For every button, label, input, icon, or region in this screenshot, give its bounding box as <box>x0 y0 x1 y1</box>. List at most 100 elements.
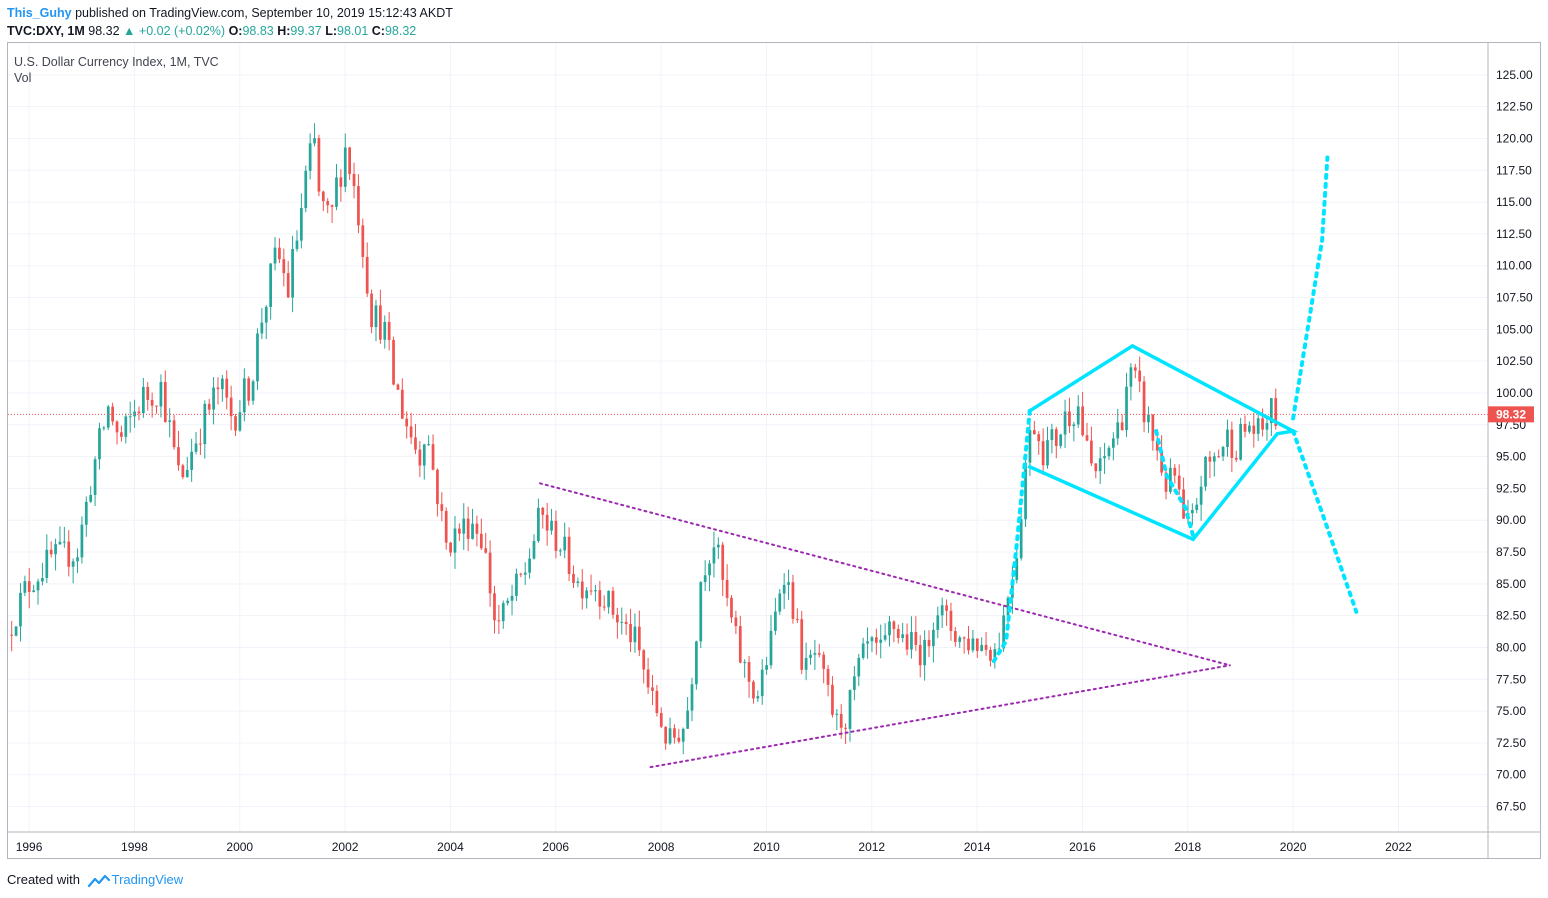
candle-body <box>374 305 378 328</box>
target-down-projection[interactable] <box>1291 429 1359 614</box>
candle-body <box>1243 423 1247 432</box>
candle-body <box>111 406 114 422</box>
candle-body <box>317 138 321 192</box>
candle-body <box>760 669 764 697</box>
candle-body <box>1177 475 1181 490</box>
candle-body <box>602 606 606 608</box>
candle-body <box>879 639 883 643</box>
candle-body <box>41 578 44 582</box>
candle-body <box>989 649 992 661</box>
candle-body <box>716 544 720 548</box>
author-link[interactable]: This_Guhy <box>7 6 72 20</box>
candle-body <box>238 412 242 431</box>
candle-body <box>1032 430 1036 435</box>
candle-body <box>958 637 962 642</box>
candle-body <box>580 581 584 599</box>
candle-body <box>1248 425 1251 432</box>
candle-body <box>335 177 338 207</box>
y-tick-label: 102.50 <box>1496 354 1533 368</box>
candle-body <box>804 657 808 670</box>
candle-body <box>795 618 799 620</box>
candle-body <box>914 632 918 645</box>
candle-body <box>980 644 984 651</box>
candle-body <box>106 406 110 428</box>
candle-body <box>673 728 676 738</box>
candle-body <box>664 726 668 744</box>
x-tick-label: 2016 <box>1069 840 1096 854</box>
x-tick-label: 1996 <box>16 840 43 854</box>
tradingview-brand-link[interactable]: TradingView <box>111 872 184 887</box>
last-price-label: 98.32 <box>1496 407 1526 421</box>
candle-body <box>1151 414 1155 441</box>
candle-body <box>642 650 646 670</box>
y-tick-label: 100.00 <box>1496 386 1533 400</box>
y-tick-label: 112.50 <box>1496 227 1532 241</box>
chart-frame[interactable] <box>7 42 1541 859</box>
candle-body <box>1002 615 1005 649</box>
candle-body <box>405 418 409 427</box>
candle-body <box>23 581 27 593</box>
candle-body <box>93 459 97 495</box>
diamond-inner-dotted[interactable] <box>1154 429 1196 538</box>
candle-body <box>1059 434 1063 446</box>
candle-body <box>1182 489 1185 519</box>
candle-body <box>102 427 106 429</box>
candle-body <box>1212 456 1216 462</box>
candle-body <box>769 630 773 666</box>
candle-body <box>510 595 514 601</box>
candle-body <box>1204 456 1207 487</box>
open-label: O: <box>228 24 243 38</box>
candle-body <box>1063 411 1067 435</box>
symbol-label[interactable]: TVC:DXY, 1M <box>7 24 85 38</box>
candle-body <box>567 536 571 574</box>
triangle-upper-trendline[interactable] <box>539 482 1231 667</box>
candle-body <box>278 247 281 260</box>
y-tick-label: 67.50 <box>1496 800 1526 814</box>
candle-body <box>870 637 874 642</box>
x-tick-label: 2022 <box>1385 840 1412 854</box>
candle-body <box>229 397 233 417</box>
candle-body <box>576 581 580 584</box>
candle-body <box>883 635 887 640</box>
candle-body <box>782 584 786 594</box>
candle-body <box>488 552 492 594</box>
candle-body <box>831 684 834 715</box>
candle-body <box>159 381 163 407</box>
candle-body <box>203 403 207 445</box>
candle-body <box>84 501 88 525</box>
candle-body <box>774 611 777 631</box>
candle-body <box>633 626 637 643</box>
candle-body <box>853 676 856 690</box>
target-up-projection[interactable] <box>1291 155 1330 421</box>
candle-body <box>1217 456 1221 458</box>
candle-body <box>1208 456 1212 462</box>
candle-body <box>910 632 913 650</box>
x-tick-label: 1998 <box>121 840 148 854</box>
candle-body <box>400 389 404 419</box>
candle-body <box>1147 414 1150 423</box>
y-tick-label: 75.00 <box>1496 704 1526 718</box>
candle-body <box>835 713 839 715</box>
candle-body <box>216 387 220 390</box>
candle-body <box>1046 440 1049 466</box>
triangle-lower-trendline[interactable] <box>649 664 1231 769</box>
breakout-projection-up[interactable] <box>990 408 1032 665</box>
candle-body <box>422 444 426 466</box>
candle-body <box>67 541 71 567</box>
candle-body <box>458 528 461 534</box>
tradingview-logo-icon <box>87 874 110 887</box>
candle-body <box>1041 441 1045 466</box>
candle-body <box>918 644 922 666</box>
candle-body <box>646 669 650 688</box>
candle-body <box>177 447 180 466</box>
candle-body <box>651 687 654 691</box>
candle-body <box>708 563 711 576</box>
last-price: 98.32 <box>88 24 120 38</box>
candle-body <box>712 547 716 564</box>
diamond-pattern[interactable] <box>1027 343 1299 542</box>
high-value: 99.37 <box>290 24 322 38</box>
candle-body <box>686 710 689 729</box>
candle-body <box>532 541 536 559</box>
candle-body <box>168 420 172 422</box>
